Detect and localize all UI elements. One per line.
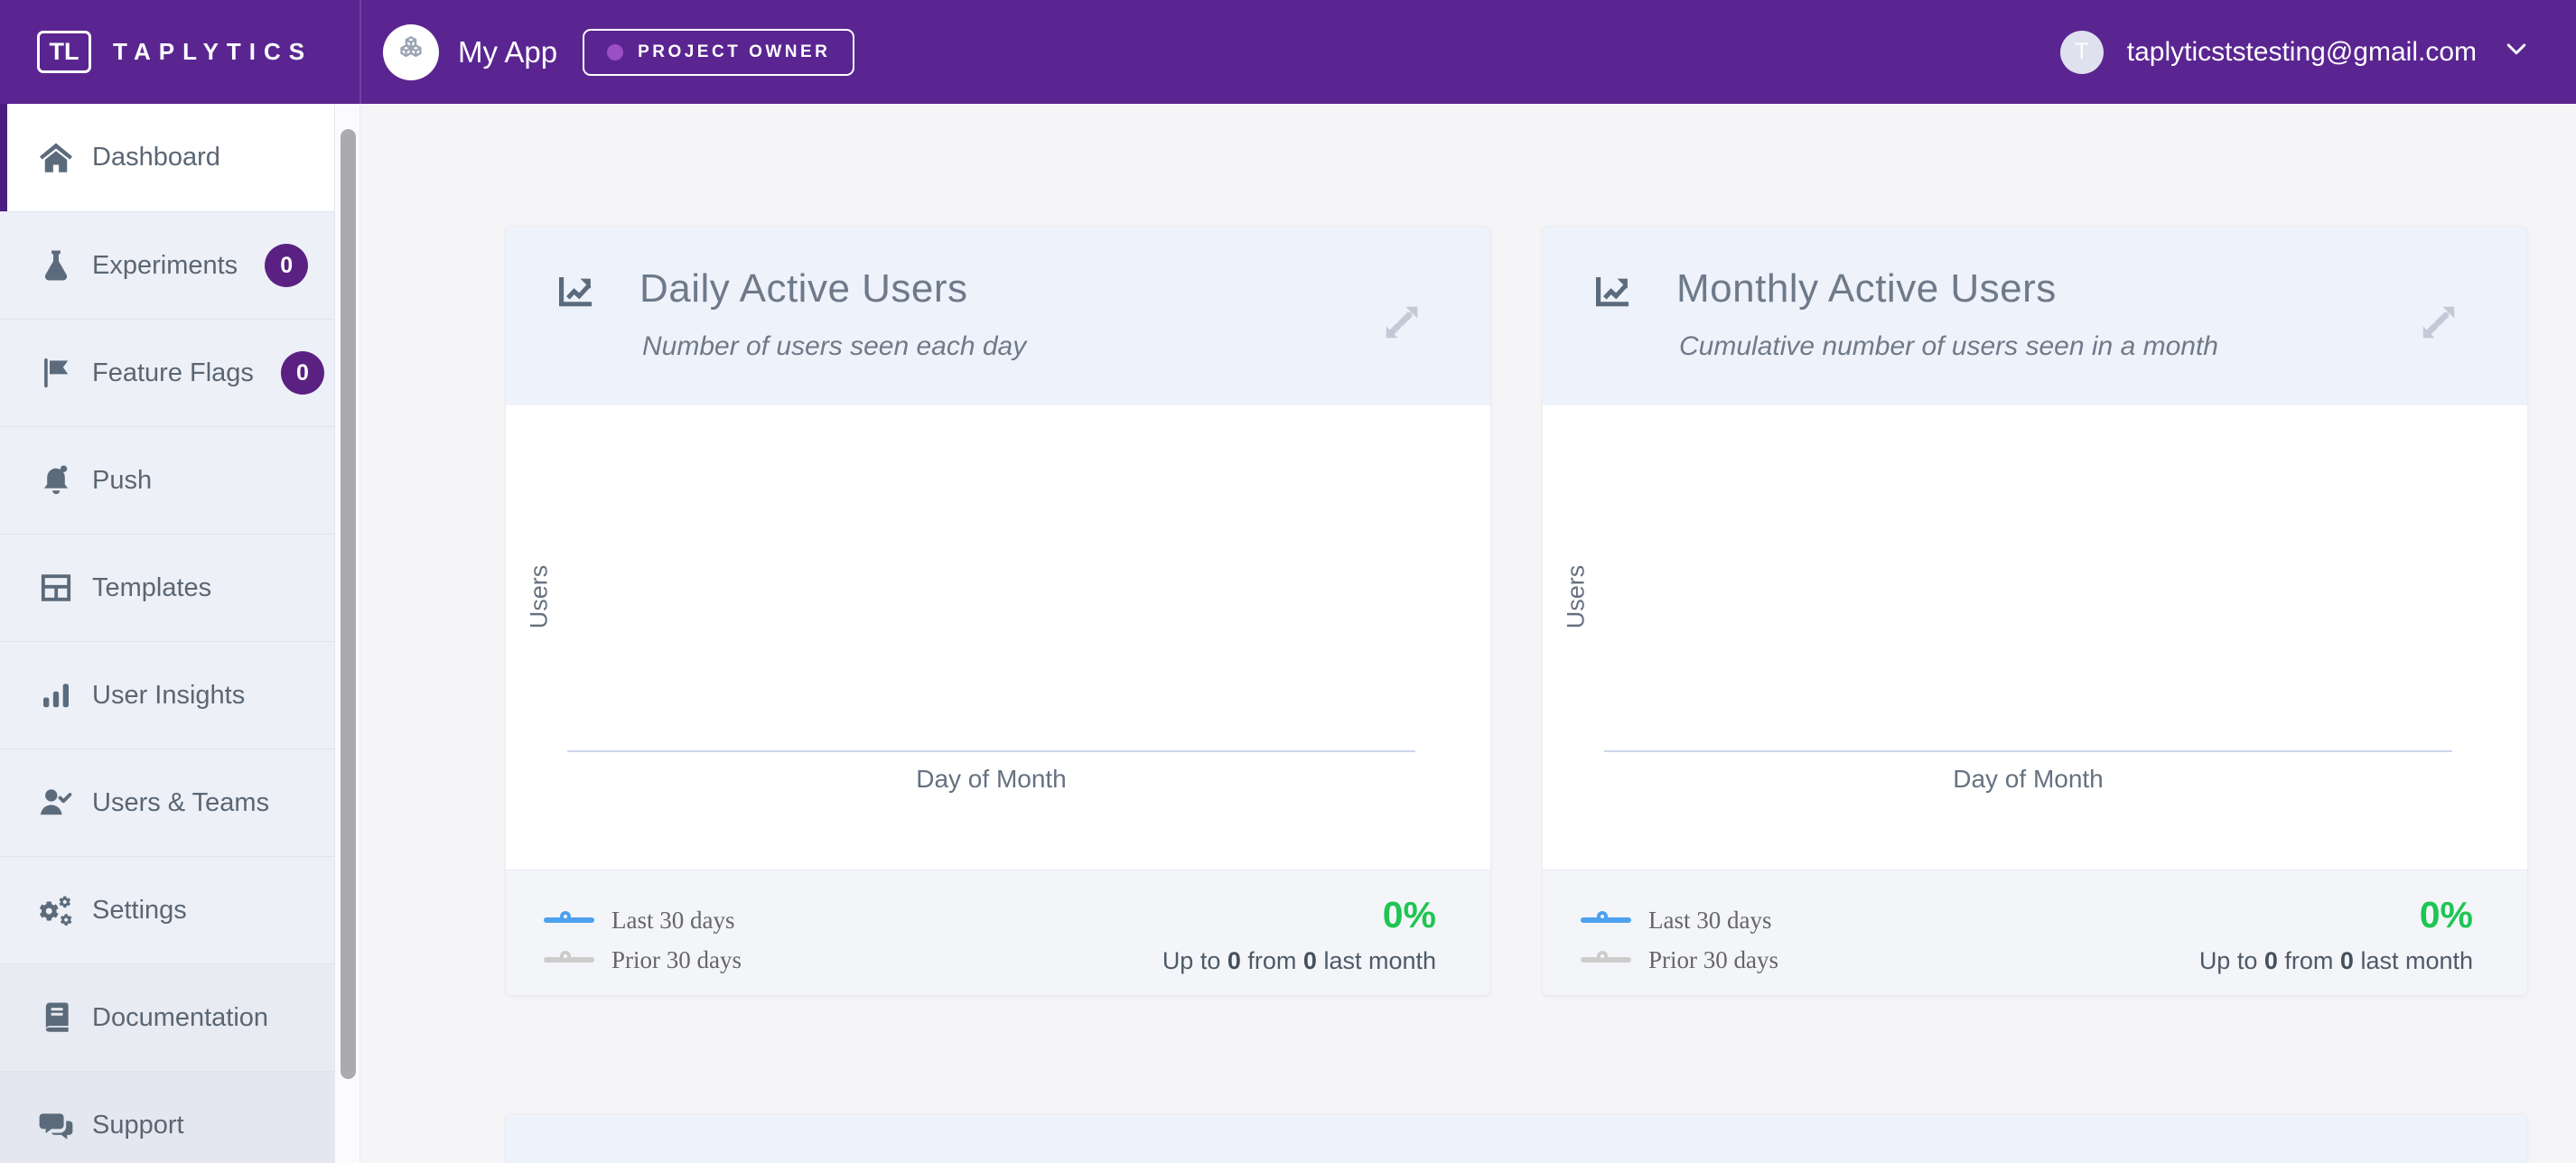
line-chart-icon xyxy=(1591,270,1633,312)
sidebar-nav: Dashboard Experiments 0 Feature Flags 0 xyxy=(0,104,334,1163)
app-avatar xyxy=(383,23,439,80)
line-marker-icon xyxy=(544,911,594,929)
chart-legend: Last 30 days Prior 30 days xyxy=(1581,900,1778,980)
daily-active-users-card: Daily Active Users Number of users seen … xyxy=(505,226,1491,996)
card-title: Monthly Active Users xyxy=(1676,266,2057,311)
monthly-active-users-card: Monthly Active Users Cumulative number o… xyxy=(1542,226,2528,996)
experiments-count-badge: 0 xyxy=(265,244,309,287)
user-menu[interactable]: T taplyticststesting@gmail.com xyxy=(2059,30,2576,74)
y-axis-label: Users xyxy=(1562,564,1590,629)
role-dot xyxy=(607,43,624,60)
expand-icon[interactable] xyxy=(2413,297,2464,348)
line-marker-icon xyxy=(1581,911,1631,929)
card-header xyxy=(506,1114,2527,1163)
bell-icon xyxy=(36,461,76,500)
expand-icon[interactable] xyxy=(1377,297,1427,348)
top-bar: TL TAPLYTICS My App PROJECT OWNER xyxy=(0,0,2576,104)
line-marker-icon xyxy=(544,951,594,969)
card-header: Monthly Active Users Cumulative number o… xyxy=(1543,227,2527,405)
templates-icon xyxy=(36,568,76,608)
percent-change-value: 0% xyxy=(1382,894,1436,935)
taplytics-logo-icon: TL xyxy=(37,31,91,73)
sidebar-item-label: Users & Teams xyxy=(92,787,270,817)
chart-legend: Last 30 days Prior 30 days xyxy=(544,900,742,980)
user-avatar: T xyxy=(2059,30,2104,74)
user-initial: T xyxy=(2075,39,2089,64)
x-axis-label: Day of Month xyxy=(916,765,1067,793)
flask-icon xyxy=(36,246,76,285)
x-axis-line xyxy=(567,750,1415,752)
main-content: Daily Active Users Number of users seen … xyxy=(361,104,2576,1163)
sidebar-item-feature-flags[interactable]: Feature Flags 0 xyxy=(0,320,334,427)
user-check-icon xyxy=(36,783,76,823)
x-axis-label: Day of Month xyxy=(1953,765,2104,793)
home-icon xyxy=(36,138,76,178)
role-badge: PROJECT OWNER xyxy=(583,28,855,76)
app-switcher[interactable]: My App PROJECT OWNER xyxy=(383,23,855,80)
brand-name: TAPLYTICS xyxy=(113,38,313,65)
stat-detail-text: Up to 0 from 0 last month xyxy=(2198,947,2473,974)
x-axis-line xyxy=(1604,750,2452,752)
sidebar-item-label: Dashboard xyxy=(92,143,220,172)
app-name: My App xyxy=(458,34,558,69)
legend-item-prior-30-days[interactable]: Prior 30 days xyxy=(544,940,742,980)
sidebar-scrollbar-thumb[interactable] xyxy=(341,129,356,1079)
sidebar-item-experiments[interactable]: Experiments 0 xyxy=(0,212,334,320)
chart-plot-area: Users Day of Month xyxy=(506,405,1490,870)
chart-plot-area: Users Day of Month xyxy=(1543,405,2527,870)
sidebar-item-label: Push xyxy=(92,465,153,495)
sidebar-scrollbar-track xyxy=(334,104,360,1163)
feature-flags-count-badge: 0 xyxy=(280,351,324,395)
bar-chart-icon xyxy=(36,675,76,715)
legend-item-last-30-days[interactable]: Last 30 days xyxy=(1581,900,1778,940)
sidebar-item-push[interactable]: Push xyxy=(0,427,334,535)
brand-logo[interactable]: TL TAPLYTICS xyxy=(0,0,361,104)
chat-bubbles-icon xyxy=(36,1105,76,1145)
flag-icon xyxy=(36,353,76,393)
sidebar-item-label: Support xyxy=(92,1110,184,1140)
stat-detail-text: Up to 0 from 0 last month xyxy=(1162,947,1436,974)
percent-change-value: 0% xyxy=(2419,894,2473,935)
sidebar-item-templates[interactable]: Templates xyxy=(0,535,334,642)
logo-mark: TL xyxy=(49,38,79,65)
line-chart-icon xyxy=(555,270,596,312)
card-footer: Last 30 days Prior 30 days 0% Up to 0 fr… xyxy=(506,870,1490,995)
card-title: Daily Active Users xyxy=(639,266,968,311)
sidebar-item-documentation[interactable]: Documentation xyxy=(0,964,334,1072)
card-subtitle: Number of users seen each day xyxy=(642,331,1027,361)
sidebar-item-label: Templates xyxy=(92,572,212,602)
legend-item-prior-30-days[interactable]: Prior 30 days xyxy=(1581,940,1778,980)
user-email: taplyticststesting@gmail.com xyxy=(2126,36,2477,67)
sidebar-item-label: Settings xyxy=(92,895,187,925)
book-icon xyxy=(36,998,76,1037)
sidebar-item-user-insights[interactable]: User Insights xyxy=(0,642,334,749)
y-axis-label: Users xyxy=(525,564,553,629)
card-header: Daily Active Users Number of users seen … xyxy=(506,227,1490,405)
sidebar-item-settings[interactable]: Settings xyxy=(0,857,334,964)
sidebar-item-label: User Insights xyxy=(92,680,246,710)
sidebar-item-dashboard[interactable]: Dashboard xyxy=(0,104,334,212)
sidebar-item-label: Documentation xyxy=(92,1002,269,1032)
chevron-down-icon xyxy=(2477,36,2534,68)
sidebar-item-users-teams[interactable]: Users & Teams xyxy=(0,749,334,857)
sidebar-item-label: Experiments xyxy=(92,250,238,280)
role-badge-label: PROJECT OWNER xyxy=(638,42,831,61)
legend-item-last-30-days[interactable]: Last 30 days xyxy=(544,900,742,940)
card-stats: 0% Up to 0 from 0 last month xyxy=(1162,894,1436,975)
cubes-icon xyxy=(394,33,428,71)
gears-icon xyxy=(36,890,76,930)
sidebar-item-support[interactable]: Support xyxy=(0,1072,334,1163)
card-subtitle: Cumulative number of users seen in a mon… xyxy=(1679,331,2218,361)
line-marker-icon xyxy=(1581,951,1631,969)
card-stats: 0% Up to 0 from 0 last month xyxy=(2199,894,2473,975)
sidebar-item-label: Feature Flags xyxy=(92,358,254,387)
card-footer: Last 30 days Prior 30 days 0% Up to 0 fr… xyxy=(1543,870,2527,995)
bottom-card-partial xyxy=(505,1113,2528,1163)
